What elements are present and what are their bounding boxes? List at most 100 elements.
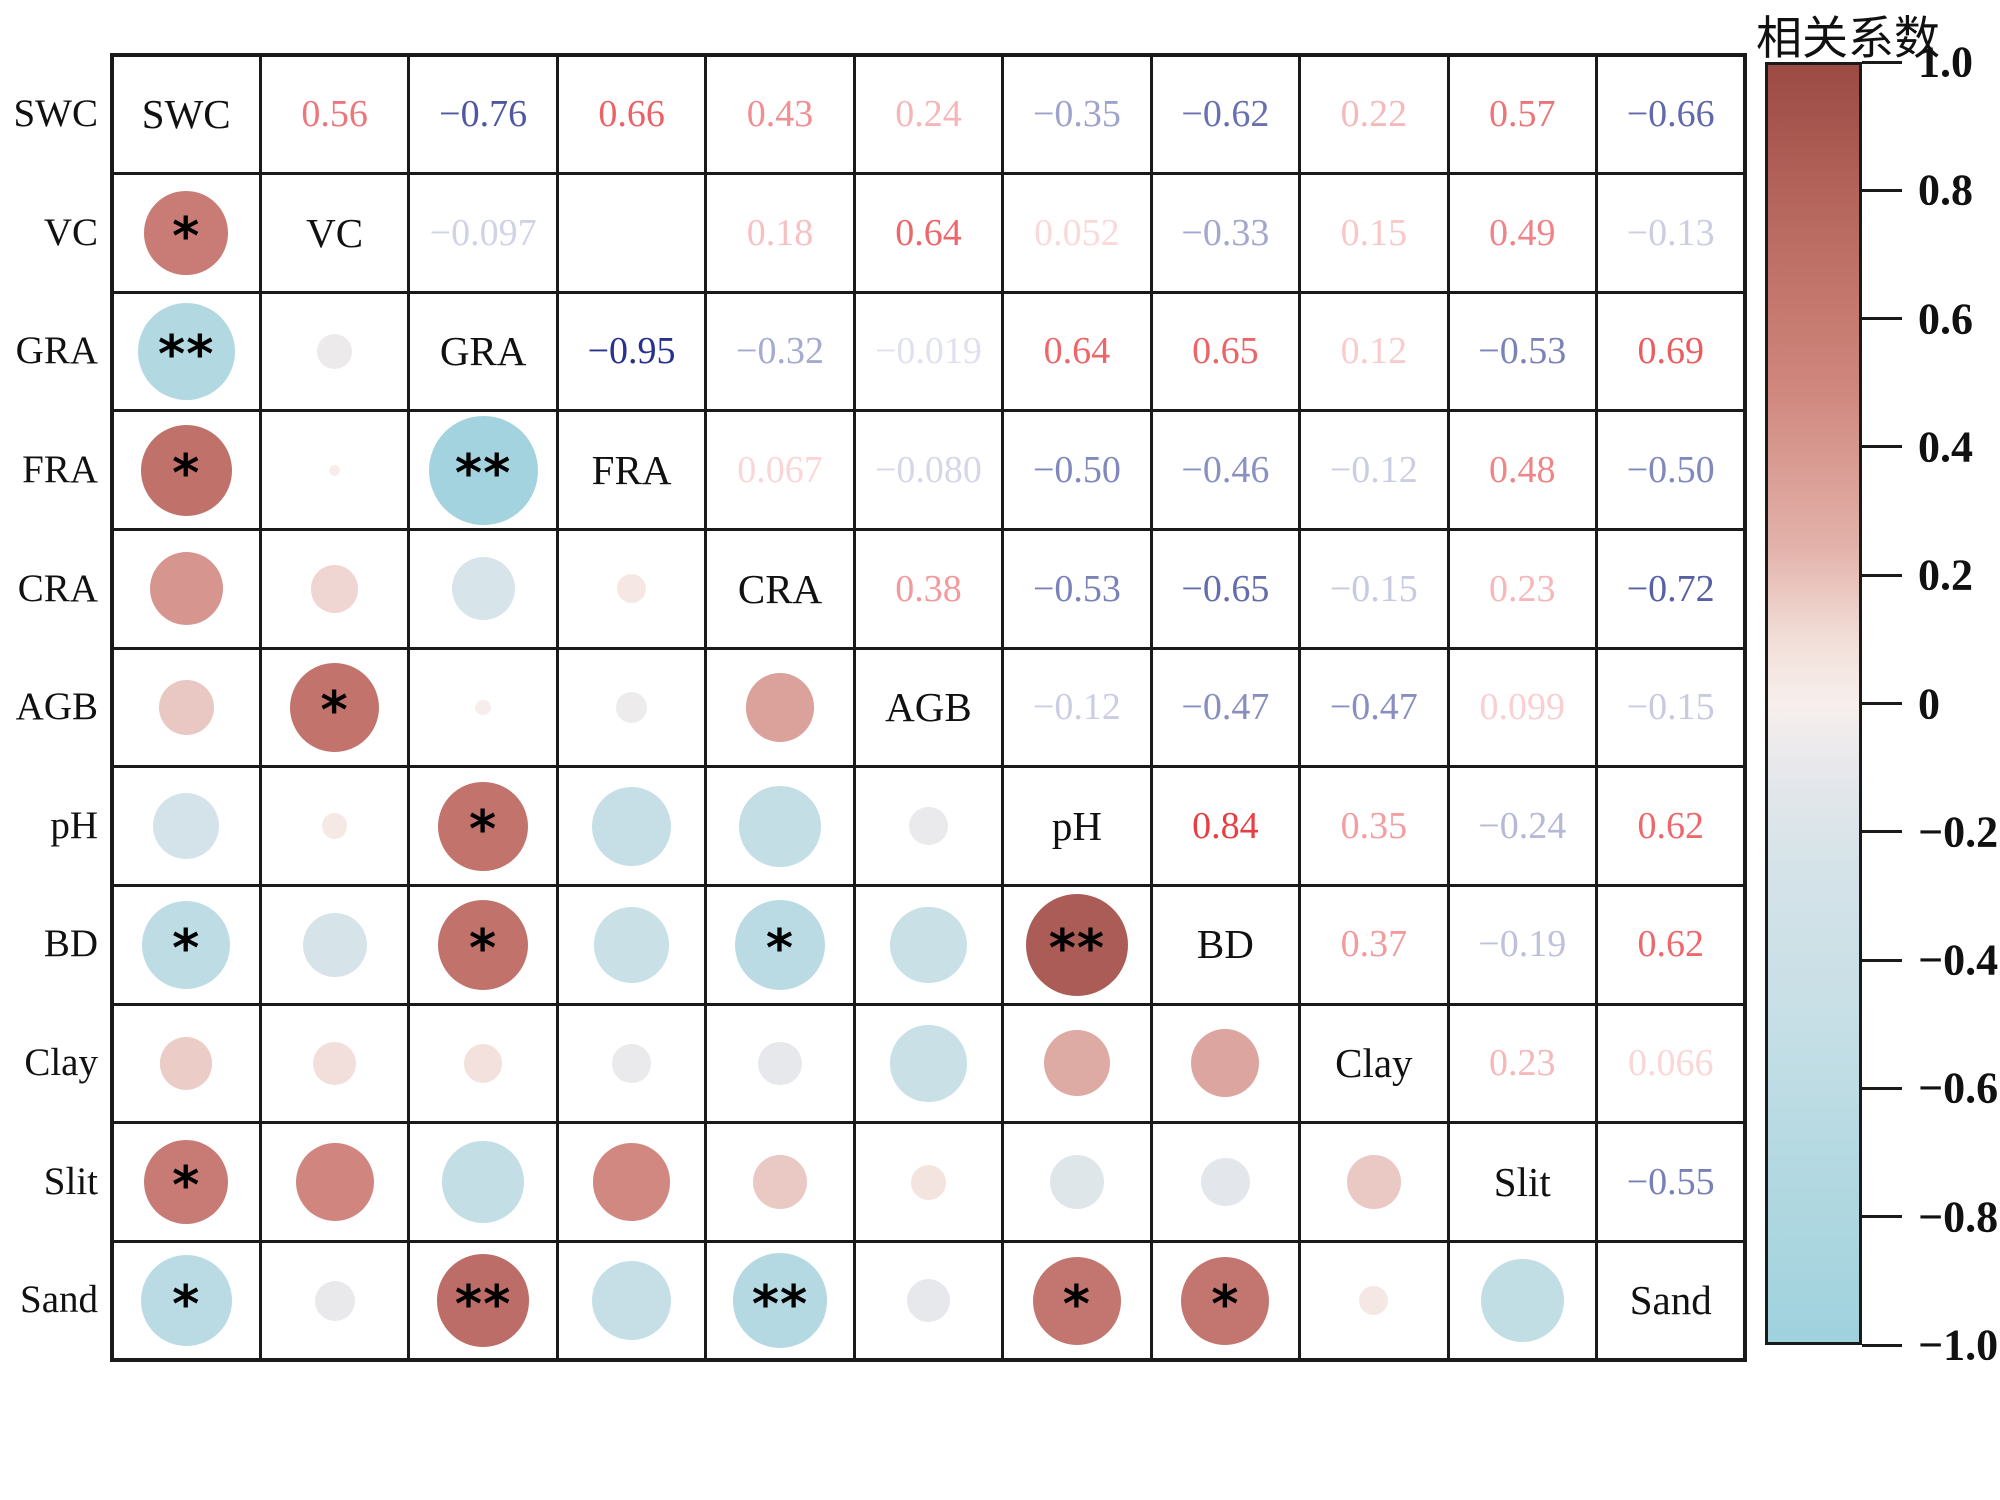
significance-stars: * — [1211, 1274, 1240, 1335]
corr-value: −0.35 — [1032, 93, 1121, 135]
corr-circle — [1181, 1256, 1270, 1345]
corr-value: 0.64 — [1043, 330, 1111, 373]
corr-value: 0.65 — [1192, 330, 1259, 373]
corr-circle — [451, 557, 515, 621]
diagonal-label: GRA — [439, 328, 527, 375]
corr-circle — [314, 1280, 355, 1321]
corr-circle — [758, 1041, 802, 1086]
corr-circle — [593, 906, 670, 983]
corr-circle — [1480, 1259, 1564, 1343]
legend-tick-label: 0.2 — [1918, 550, 1973, 600]
significance-stars: * — [172, 918, 201, 979]
legend-tick-mark — [1862, 573, 1902, 577]
corr-value: 0.66 — [598, 93, 665, 135]
significance-stars: ** — [751, 1274, 809, 1335]
grid-line-horizontal — [110, 883, 1747, 887]
significance-stars: * — [172, 206, 201, 267]
significance-stars: * — [765, 918, 795, 979]
legend-tick-label: −0.6 — [1918, 1063, 1999, 1113]
diagonal-label: FRA — [591, 446, 672, 493]
legend-tick-label: −0.4 — [1918, 935, 1999, 985]
corr-circle — [910, 1164, 947, 1200]
corr-circle — [160, 1037, 213, 1090]
grid-line-horizontal — [110, 646, 1747, 650]
legend-tick-mark — [1862, 60, 1902, 64]
corr-value: −0.50 — [1032, 448, 1121, 491]
corr-value: 0.35 — [1340, 804, 1408, 847]
diagonal-label: Sand — [1629, 1277, 1712, 1324]
corr-value: −0.12 — [1329, 448, 1418, 491]
legend-title: 相关系数 — [1756, 13, 1940, 64]
grid-line-vertical — [852, 53, 856, 1363]
corr-value: −0.53 — [1478, 330, 1567, 373]
grid-line-horizontal — [110, 1121, 1747, 1125]
corr-circle — [144, 191, 228, 275]
corr-value: −0.72 — [1626, 567, 1715, 610]
diagonal-label: SWC — [141, 91, 231, 137]
corr-circle — [1347, 1155, 1401, 1209]
corr-value: −0.47 — [1181, 686, 1270, 729]
corr-value: −0.33 — [1181, 211, 1270, 254]
corr-value: 0.49 — [1489, 211, 1556, 254]
legend-tick-label: −0.2 — [1918, 807, 1999, 857]
significance-stars: * — [1062, 1274, 1091, 1335]
grid-line-horizontal — [110, 172, 1747, 176]
legend-tick-mark — [1862, 702, 1902, 705]
corr-value: −0.019 — [875, 330, 982, 373]
grid-line-horizontal — [110, 528, 1747, 532]
corr-circle — [1043, 1030, 1110, 1097]
row-label: GRA — [15, 329, 98, 373]
corr-value: −0.53 — [1032, 567, 1121, 610]
grid-line-horizontal — [110, 765, 1747, 769]
corr-value: 0.15 — [1340, 211, 1408, 254]
significance-stars: ** — [454, 1274, 512, 1335]
grid-line-horizontal — [110, 290, 1747, 294]
diagonal-label: pH — [1051, 802, 1102, 849]
grid-line-vertical — [1446, 53, 1450, 1363]
corr-circle — [290, 662, 380, 753]
row-label: BD — [43, 922, 98, 966]
corr-value: 0.56 — [301, 93, 368, 135]
legend-colorbar — [1765, 62, 1862, 1345]
corr-value: 0.84 — [1192, 804, 1259, 847]
corr-circle — [612, 1044, 651, 1083]
diagonal-label: VC — [306, 209, 364, 256]
corr-value: 0.64 — [895, 211, 962, 254]
row-label: Clay — [24, 1041, 98, 1085]
grid-line-vertical — [110, 53, 114, 1363]
grid-line-horizontal — [110, 1358, 1747, 1363]
corr-circle — [739, 785, 821, 867]
grid-line-vertical — [1742, 53, 1747, 1363]
corr-value: −0.46 — [1181, 448, 1270, 491]
corr-circle — [302, 912, 367, 977]
diagonal-label: Slit — [1493, 1158, 1551, 1205]
row-label: CRA — [17, 566, 98, 610]
diagonal-label: BD — [1196, 921, 1254, 968]
corr-value: 0.37 — [1340, 923, 1408, 966]
corr-circle — [1049, 1154, 1105, 1210]
corr-circle — [475, 699, 491, 716]
legend-tick-label: −0.8 — [1918, 1192, 1999, 1242]
corr-value: −0.50 — [1626, 448, 1715, 491]
diagonal-label: AGB — [885, 684, 972, 731]
diagonal-label: CRA — [737, 565, 823, 612]
corr-circle — [592, 1143, 671, 1221]
legend-tick-label: 0 — [1918, 679, 1940, 728]
significance-stars: * — [469, 918, 498, 979]
legend-tick-label: 0.4 — [1918, 422, 1973, 472]
significance-stars: * — [172, 1155, 201, 1216]
corr-circle — [428, 415, 538, 525]
legend-tick-mark — [1862, 1215, 1902, 1219]
corr-value: −0.15 — [1329, 567, 1418, 610]
corr-circle — [137, 302, 235, 401]
corr-circle — [463, 1044, 503, 1083]
corr-value: −0.080 — [875, 448, 982, 491]
diagonal-label: Clay — [1335, 1040, 1413, 1087]
corr-circle — [745, 673, 815, 742]
corr-value: 0.62 — [1637, 923, 1704, 966]
corr-value: 0.23 — [1489, 567, 1556, 610]
corr-circle — [329, 464, 341, 476]
corr-value: 0.57 — [1489, 93, 1556, 135]
significance-stars: * — [172, 1274, 201, 1335]
corr-value: −0.47 — [1329, 686, 1418, 729]
